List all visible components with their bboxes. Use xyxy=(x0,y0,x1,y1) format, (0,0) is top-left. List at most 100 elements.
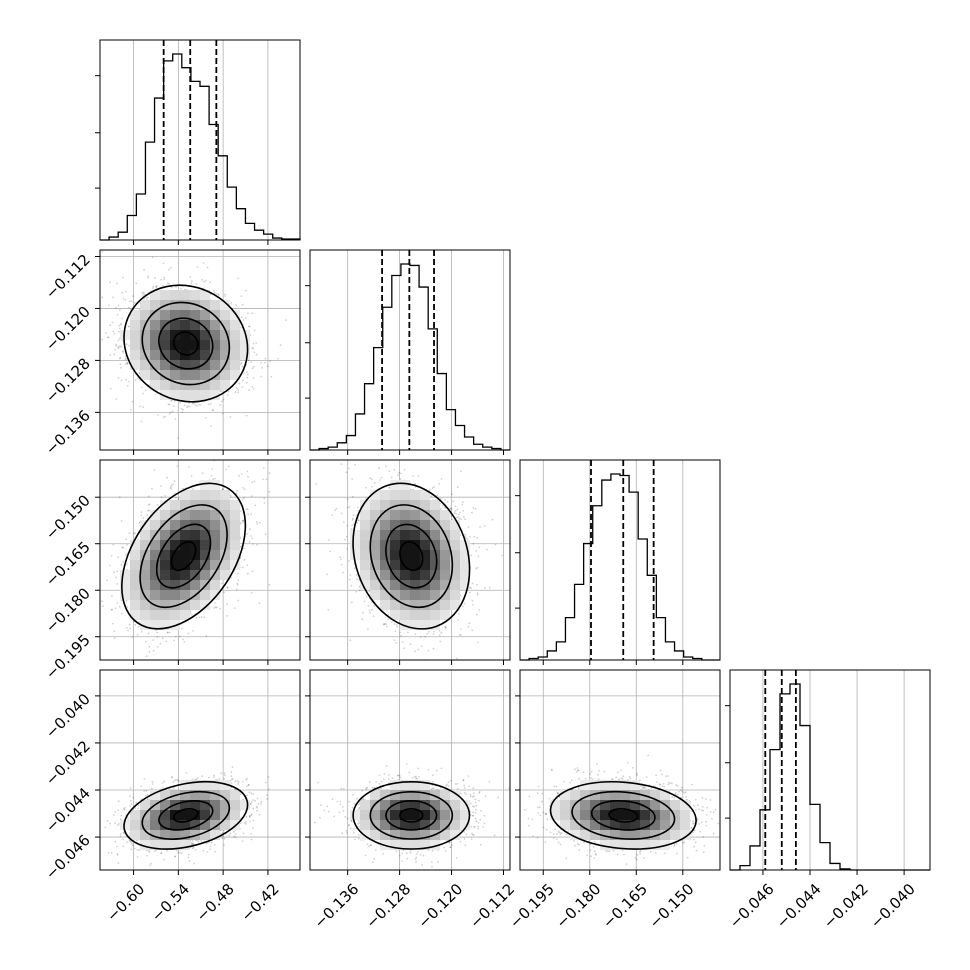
density-cell xyxy=(210,300,220,310)
sample-point xyxy=(122,561,125,563)
density-cell xyxy=(170,370,180,380)
density-cell xyxy=(200,290,210,300)
density-cell xyxy=(230,310,240,320)
sample-point xyxy=(126,605,129,608)
density-cell xyxy=(200,360,210,370)
contour-line xyxy=(123,284,249,403)
x-tick-label: −0.046 xyxy=(726,880,778,932)
density-cell xyxy=(170,320,180,330)
sample-point xyxy=(255,353,258,356)
sample-point xyxy=(235,588,238,591)
sample-point xyxy=(109,387,112,390)
sample-point xyxy=(118,496,121,499)
sample-point xyxy=(245,508,248,511)
sample-point xyxy=(118,345,121,348)
density-cell xyxy=(210,370,220,380)
sample-point xyxy=(234,391,237,394)
sample-point xyxy=(246,533,248,535)
panel-frame xyxy=(99,39,301,241)
density-cell xyxy=(190,290,200,300)
sample-point xyxy=(113,353,116,356)
sample-point xyxy=(247,475,249,478)
sample-point xyxy=(239,522,242,525)
sample-point xyxy=(237,572,239,575)
sample-point xyxy=(214,602,216,604)
sample-point xyxy=(227,465,230,467)
sample-point xyxy=(164,495,167,497)
sample-point xyxy=(256,521,258,523)
density-cell xyxy=(210,350,220,360)
sample-point xyxy=(181,628,183,630)
sample-point xyxy=(236,582,239,585)
sample-point xyxy=(111,594,113,597)
sample-point xyxy=(245,414,248,417)
x-tick-label: −0.044 xyxy=(773,880,825,932)
sample-point xyxy=(133,301,136,304)
sample-point xyxy=(246,508,249,510)
sample-point xyxy=(153,277,156,280)
sample-point xyxy=(246,373,249,376)
sample-point xyxy=(140,420,143,423)
sample-point xyxy=(226,615,229,617)
density-cell xyxy=(150,360,160,370)
sample-point xyxy=(151,256,154,259)
density-cell xyxy=(190,320,200,330)
sample-point xyxy=(119,357,121,360)
sample-point xyxy=(190,282,193,285)
sample-point xyxy=(109,281,111,284)
x-tick-label: −0.042 xyxy=(820,880,872,932)
density-cell xyxy=(140,370,150,380)
density-cell xyxy=(200,340,210,350)
density-cell xyxy=(170,390,180,400)
density-cell xyxy=(140,300,150,310)
sample-point xyxy=(242,379,244,382)
sample-point xyxy=(250,361,253,364)
density-cell xyxy=(200,350,210,360)
sample-point xyxy=(221,488,224,490)
sample-point xyxy=(122,351,125,353)
sample-point xyxy=(242,487,244,489)
sample-point xyxy=(190,475,193,477)
sample-point xyxy=(169,411,172,414)
sample-point xyxy=(152,285,155,288)
sample-point xyxy=(152,639,154,641)
sample-point xyxy=(168,631,171,634)
sample-point xyxy=(241,386,244,388)
sample-point xyxy=(223,591,225,594)
sample-point xyxy=(105,332,107,334)
sample-point xyxy=(113,630,116,632)
sample-point xyxy=(133,532,135,535)
sample-point xyxy=(240,545,242,548)
sample-point xyxy=(166,476,168,479)
sample-point xyxy=(246,470,249,473)
sample-point xyxy=(175,286,177,288)
panel-frame xyxy=(729,669,931,871)
sample-point xyxy=(253,480,256,483)
sample-point xyxy=(237,389,240,392)
density-cell xyxy=(170,300,180,310)
sample-point xyxy=(111,321,114,324)
sample-point xyxy=(173,480,176,483)
sample-point xyxy=(139,405,142,408)
sample-point xyxy=(220,390,223,393)
density-cell xyxy=(140,360,150,370)
density-cell xyxy=(150,340,160,350)
density-cell xyxy=(210,360,220,370)
sample-point xyxy=(206,266,209,269)
sample-point xyxy=(130,408,133,411)
sample-point xyxy=(135,282,138,285)
sample-point xyxy=(107,336,109,339)
sample-point xyxy=(115,398,118,400)
sample-point xyxy=(117,346,120,348)
sample-point xyxy=(268,490,271,493)
sample-point xyxy=(220,400,223,403)
density-cell xyxy=(190,350,200,360)
sample-point xyxy=(243,372,246,375)
sample-point xyxy=(195,617,198,619)
sample-point xyxy=(117,304,120,307)
density-cell xyxy=(200,300,210,310)
sample-point xyxy=(240,363,242,365)
sample-point xyxy=(167,631,169,634)
sample-point xyxy=(134,532,136,535)
